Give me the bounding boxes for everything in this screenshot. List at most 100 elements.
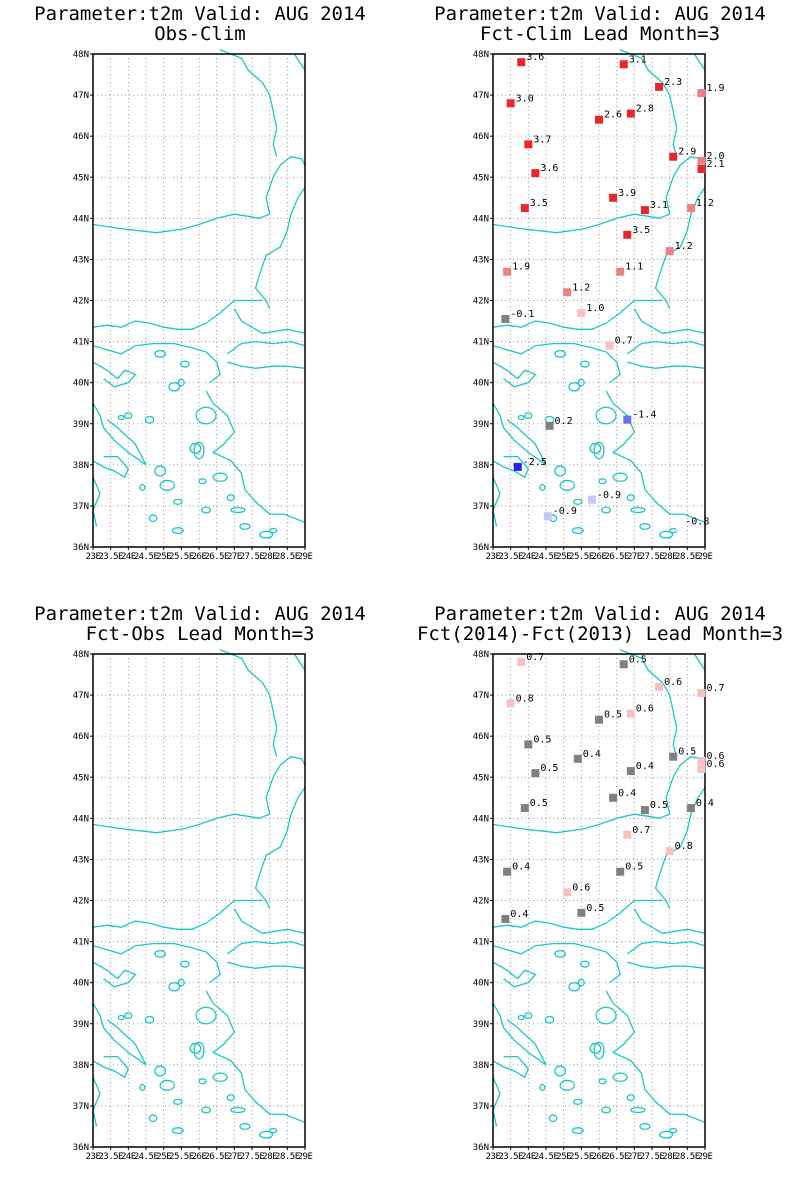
lon-tick-label: 25.5E bbox=[569, 1152, 594, 1162]
station-value-label: -0.9 bbox=[553, 506, 577, 517]
lon-tick-label: 23.5E bbox=[498, 552, 523, 562]
island-outline bbox=[179, 960, 190, 968]
lat-tick-label: 39N bbox=[473, 420, 489, 430]
island-outline bbox=[124, 412, 133, 420]
station-square bbox=[595, 715, 603, 724]
island-outline bbox=[198, 478, 207, 485]
lon-tick-label: 28E bbox=[262, 1152, 277, 1162]
station-marker: 0.8 bbox=[506, 693, 534, 708]
lon-tick-label: 26E bbox=[592, 1152, 607, 1162]
panel-title: Parameter:t2m Valid: AUG 2014 bbox=[34, 603, 366, 625]
station-square bbox=[609, 193, 618, 202]
station-square bbox=[563, 888, 572, 897]
station-marker: -0.1 bbox=[501, 309, 534, 323]
station-square bbox=[513, 462, 522, 471]
station-value-label: 3.5 bbox=[632, 225, 650, 236]
lat-tick-label: 46N bbox=[73, 132, 89, 142]
lat-tick-label: 43N bbox=[73, 855, 89, 865]
lon-tick-label: 27E bbox=[227, 1152, 242, 1162]
lon-tick-label: 23.5E bbox=[98, 1152, 123, 1162]
island-outline bbox=[124, 1012, 133, 1020]
station-square bbox=[609, 793, 618, 802]
lon-tick-label: 28E bbox=[662, 552, 677, 562]
lat-tick-label: 37N bbox=[473, 1102, 489, 1112]
station-value-label: 3.5 bbox=[530, 198, 548, 209]
coastline bbox=[619, 649, 678, 757]
station-value-label: 3.6 bbox=[540, 163, 558, 174]
coastline bbox=[626, 940, 706, 955]
station-value-label: 0.4 bbox=[696, 798, 714, 809]
station-value-label: 0.7 bbox=[632, 825, 650, 836]
station-square bbox=[595, 115, 603, 124]
lon-tick-label: 24.5E bbox=[534, 552, 559, 562]
lat-tick-label: 36N bbox=[73, 1143, 89, 1153]
island-outline bbox=[554, 1065, 567, 1077]
lon-tick-label: 29E bbox=[698, 552, 713, 562]
panel-fct-2014-2013: Parameter:t2m Valid: AUG 2014 Fct(2014)-… bbox=[400, 600, 800, 1200]
station-square bbox=[623, 230, 632, 239]
station-value-label: 1.2 bbox=[675, 241, 693, 252]
map-obs-clim: 36N 37N 38N 39N 40N 41N 42N 43N 44N 45N 46N 47N 48N 2… bbox=[73, 49, 313, 562]
lat-tick-label: 42N bbox=[473, 897, 489, 907]
coastline bbox=[633, 908, 706, 935]
station-value-label: 2.1 bbox=[706, 159, 724, 170]
station-value-label: 0.4 bbox=[510, 909, 528, 920]
island-outline bbox=[117, 414, 125, 421]
coastline bbox=[627, 961, 706, 969]
coastline bbox=[492, 213, 670, 234]
station-square bbox=[655, 82, 664, 91]
station-marker: -0.9 bbox=[543, 506, 577, 521]
station-square bbox=[655, 682, 664, 691]
lat-tick-label: 40N bbox=[473, 379, 489, 389]
island-outline bbox=[230, 506, 246, 514]
coastline bbox=[492, 342, 621, 384]
lon-tick-label: 24E bbox=[121, 552, 136, 562]
island-outline bbox=[226, 494, 235, 502]
lon-tick-label: 26.5E bbox=[604, 1152, 629, 1162]
coastline bbox=[92, 813, 270, 834]
station-marker: 0.7 bbox=[517, 652, 544, 667]
lon-tick-label: 26.5E bbox=[204, 1152, 229, 1162]
station-marker: 0.5 bbox=[640, 800, 668, 815]
lon-tick-label: 28.5E bbox=[675, 1152, 700, 1162]
station-value-label: 0.6 bbox=[706, 751, 724, 762]
lat-tick-label: 45N bbox=[473, 173, 489, 183]
station-marker: 0.6 bbox=[655, 677, 682, 691]
island-outline bbox=[212, 1072, 228, 1082]
station-value-label: 0.6 bbox=[572, 882, 590, 893]
station-square bbox=[531, 769, 540, 778]
lat-tick-label: 43N bbox=[73, 255, 89, 265]
station-marker: 3.5 bbox=[623, 225, 650, 239]
station-value-label: 3.0 bbox=[516, 93, 534, 104]
station-marker: -0.9 bbox=[587, 490, 621, 504]
station-marker: 0.7 bbox=[697, 683, 725, 698]
coastline bbox=[205, 990, 306, 1123]
lat-tick-label: 46N bbox=[473, 732, 489, 742]
station-marker: 0.7 bbox=[623, 825, 650, 839]
island-outline bbox=[193, 441, 205, 460]
station-marker: -0.8 bbox=[676, 516, 709, 531]
lon-tick-label: 26.5E bbox=[204, 552, 229, 562]
lon-tick-label: 28.5E bbox=[275, 552, 300, 562]
station-marker: 0.5 bbox=[619, 654, 647, 669]
station-marker: 0.6 bbox=[626, 704, 654, 718]
coastline bbox=[92, 899, 263, 930]
station-value-label: 0.5 bbox=[604, 710, 622, 721]
station-marker: -2.5 bbox=[513, 457, 547, 471]
island-outline bbox=[539, 1083, 546, 1091]
island-outline bbox=[139, 483, 146, 491]
station-value-label: 0.5 bbox=[629, 654, 647, 665]
station-value-label: 0.8 bbox=[675, 841, 693, 852]
station-value-label: 0.6 bbox=[706, 759, 724, 770]
lon-tick-label: 28E bbox=[662, 1152, 677, 1162]
lon-tick-label: 29E bbox=[298, 552, 313, 562]
coastline bbox=[227, 961, 306, 969]
coastline bbox=[492, 1055, 530, 1079]
coastline bbox=[492, 813, 670, 834]
station-square bbox=[577, 908, 586, 917]
station-marker: 3.9 bbox=[609, 188, 636, 202]
station-marker: -1.4 bbox=[623, 410, 656, 424]
lat-tick-label: 37N bbox=[473, 502, 489, 512]
island-outline bbox=[630, 1106, 646, 1114]
station-value-label: 0.5 bbox=[678, 747, 696, 758]
